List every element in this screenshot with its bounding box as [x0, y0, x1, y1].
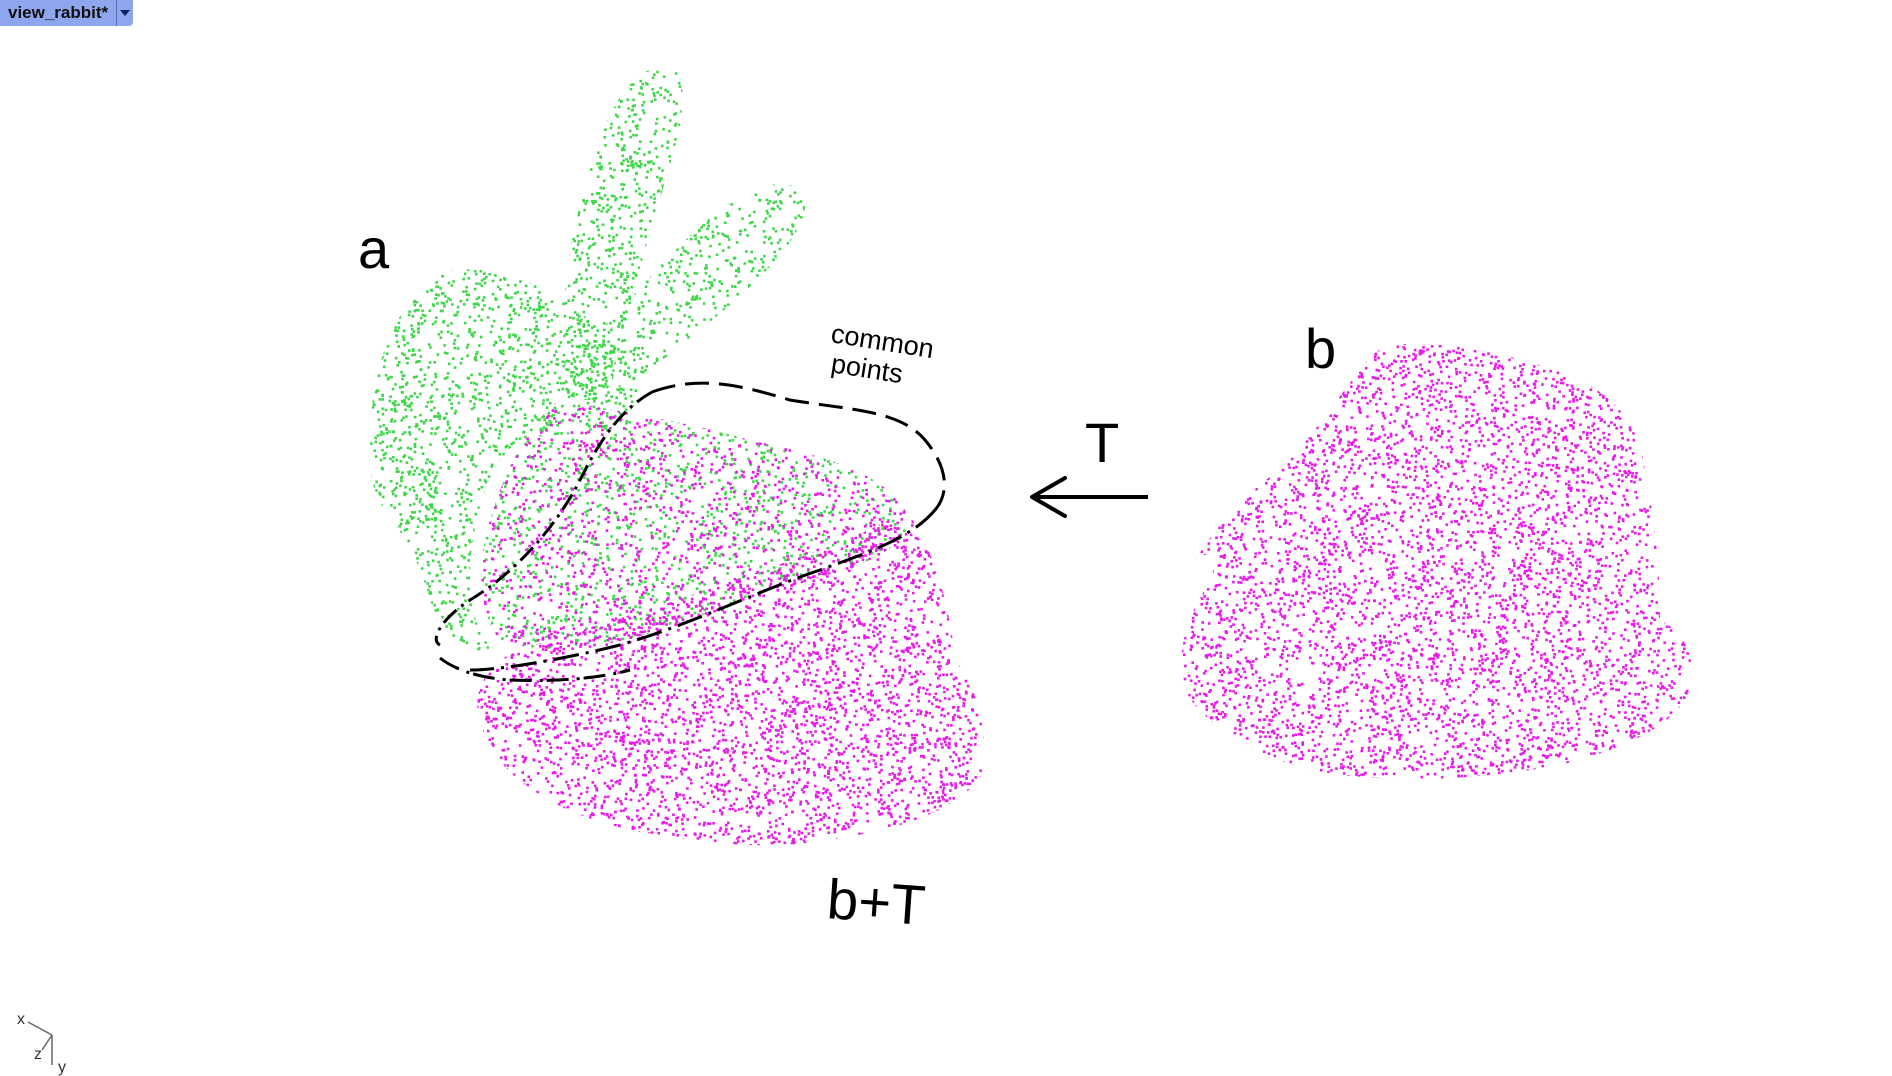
label-cloud-b-plus-t: b+T	[825, 867, 927, 937]
point-cloud-b	[1180, 335, 1708, 793]
common-points-boundary	[652, 383, 944, 510]
axis-x-label: x	[17, 1011, 25, 1028]
label-cloud-a: a	[358, 217, 390, 280]
common-points-boundary-left	[436, 392, 652, 645]
axis-z-label: z	[34, 1046, 42, 1063]
label-cloud-b: b	[1305, 317, 1336, 380]
arrow-left-icon	[1032, 478, 1148, 516]
axis-y-label: y	[58, 1059, 66, 1076]
label-transform: T	[1085, 411, 1119, 474]
common-points-boundary-bottom	[440, 658, 630, 681]
axis-triad-icon: x z y	[17, 1011, 66, 1076]
